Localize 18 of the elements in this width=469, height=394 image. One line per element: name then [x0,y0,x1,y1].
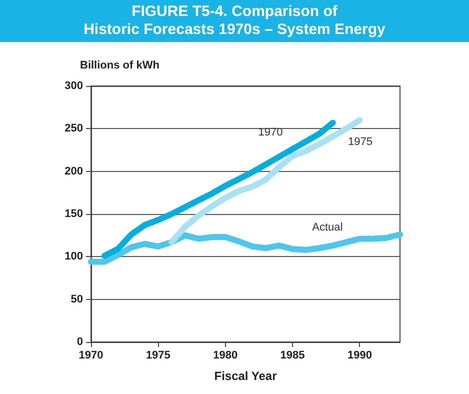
x-tick-label: 1990 [347,350,372,362]
y-tick-label: 50 [70,293,83,306]
series-label: 1970 [258,126,283,139]
x-tick-label: 1975 [146,350,170,362]
x-tick-label: 1970 [78,350,104,362]
x-tick-label: 1980 [213,350,238,362]
y-tick-label: 100 [64,250,83,263]
chart-title: FIGURE T5-4. Comparison of Historic Forecasts 1970s – System Energy [0,0,469,42]
y-tick-label: 150 [64,208,83,220]
x-axis-title: Fiscal Year [214,369,278,383]
y-tick-label: 200 [64,165,83,178]
y-tick-label: 0 [76,336,83,348]
series-label: 1975 [348,136,373,148]
series-label: Actual [312,222,343,234]
y-tick-label: 300 [64,80,83,92]
x-tick-label: 1985 [280,350,305,362]
y-tick-label: 250 [64,122,83,135]
y-axis-title: Billions of kWh [80,60,160,72]
